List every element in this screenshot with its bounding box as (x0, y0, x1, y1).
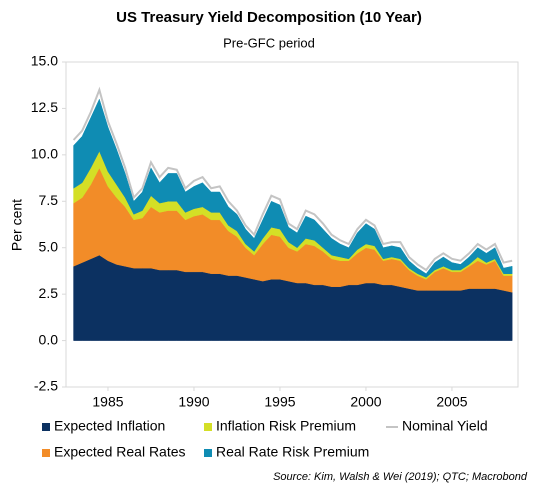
y-tick-label: 10.0 (31, 146, 58, 162)
legend-label: Expected Real Rates (54, 444, 186, 460)
x-tick-label: 2000 (350, 394, 381, 410)
x-tick-label: 2005 (436, 394, 467, 410)
plot-frame (65, 61, 519, 388)
legend-label: Inflation Risk Premium (216, 418, 356, 434)
nominal-yield-line (72, 86, 513, 272)
x-tick-label: 1985 (92, 394, 123, 410)
y-tick-label: 7.5 (39, 192, 59, 208)
chart-title: US Treasury Yield Decomposition (10 Year… (116, 9, 422, 26)
chart-subtitle: Pre-GFC period (223, 35, 315, 50)
area (73, 98, 513, 278)
y-tick-label: 5.0 (39, 238, 59, 254)
y-tick-label: -2.5 (34, 378, 58, 394)
legend-swatch (204, 449, 212, 457)
source-note: Source: Kim, Walsh & Wei (2019); QTC; Ma… (273, 471, 528, 483)
legend-swatch (42, 449, 50, 457)
legend-label: Real Rate Risk Premium (216, 444, 369, 460)
legend-label: Expected Inflation (54, 418, 165, 434)
y-tick-label: 15.0 (31, 53, 58, 69)
y-tick-label: 0.0 (39, 331, 59, 347)
y-axis-label: Per cent (9, 199, 25, 251)
legend-swatch (42, 423, 50, 431)
x-tick-label: 1990 (178, 394, 209, 410)
legend-swatch (204, 423, 212, 431)
y-tick-label: 2.5 (39, 285, 59, 301)
x-tick-label: 1995 (264, 394, 295, 410)
y-tick-label: 12.5 (31, 99, 58, 115)
legend-label: Nominal Yield (402, 418, 488, 434)
